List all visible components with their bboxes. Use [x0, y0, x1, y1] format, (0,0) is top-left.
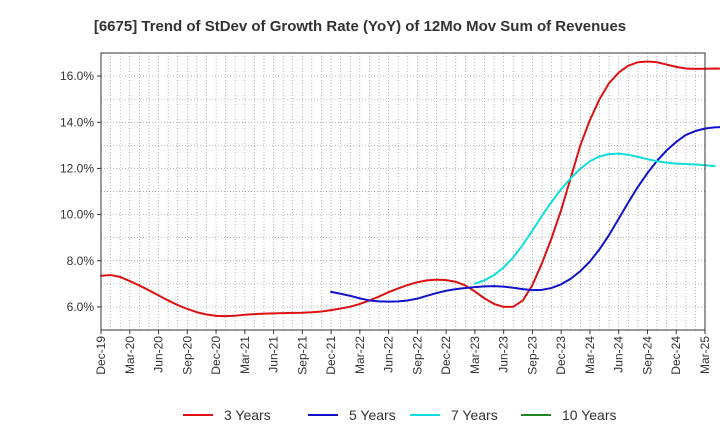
x-tick-label: Mar-22	[353, 336, 367, 374]
x-tick-label: Jun-24	[612, 336, 626, 373]
legend-label: 7 Years	[451, 407, 498, 423]
x-tick-label: Jun-20	[152, 336, 166, 373]
y-tick-label: 6.0%	[67, 300, 95, 314]
x-tick-label: Dec-19	[94, 336, 108, 375]
x-tick-label: Sep-24	[640, 336, 654, 375]
plot-frame	[100, 52, 706, 331]
legend-label: 3 Years	[224, 407, 271, 423]
y-tick-label: 8.0%	[67, 254, 95, 268]
y-tick-label: 16.0%	[60, 69, 94, 83]
y-axis-ticks: 6.0% 8.0% 10.0% 12.0% 14.0% 16.0%	[60, 69, 101, 314]
x-tick-label: Sep-22	[410, 336, 424, 375]
x-tick-label: Sep-20	[180, 336, 194, 375]
x-tick-label: Mar-21	[238, 336, 252, 374]
x-tick-label: Jun-21	[267, 336, 281, 373]
x-tick-label: Dec-22	[439, 336, 453, 375]
y-tick-label: 14.0%	[60, 115, 94, 129]
x-tick-label: Dec-21	[324, 336, 338, 375]
x-tick-label: Jun-22	[382, 336, 396, 373]
y-tick-label: 12.0%	[60, 161, 94, 175]
series-lines	[100, 60, 720, 318]
x-tick-label: Dec-23	[554, 336, 568, 375]
x-tick-label: Mar-23	[468, 336, 482, 374]
grid	[101, 53, 705, 330]
x-tick-label: Sep-21	[295, 336, 309, 375]
x-tick-label: Dec-24	[669, 336, 683, 375]
x-tick-label: Mar-25	[698, 336, 712, 374]
legend: 3 Years 5 Years 7 Years 10 Years	[183, 407, 617, 423]
x-axis-ticks: Dec-19 Mar-20 Jun-20 Sep-20 Dec-20 Mar-21 Jun-…	[94, 330, 712, 375]
series-line-7-years	[473, 152, 716, 285]
x-tick-label: Dec-20	[209, 336, 223, 375]
x-tick-label: Mar-20	[123, 336, 137, 374]
series-line-5-years	[330, 126, 720, 303]
series-line-3-years	[100, 60, 720, 318]
x-tick-label: Sep-23	[525, 336, 539, 375]
legend-label: 5 Years	[349, 407, 396, 423]
y-tick-label: 10.0%	[60, 208, 94, 222]
x-tick-label: Jun-23	[497, 336, 511, 373]
chart-title: [6675] Trend of StDev of Growth Rate (Yo…	[94, 18, 626, 35]
x-tick-label: Mar-24	[583, 336, 597, 374]
legend-label: 10 Years	[562, 407, 617, 423]
